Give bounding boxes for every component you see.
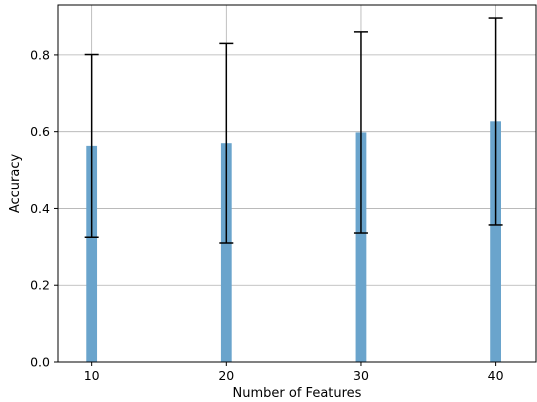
x-axis-label: Number of Features	[233, 386, 362, 401]
error-bars	[84, 17, 503, 244]
x-tick-label: 20	[218, 368, 234, 383]
grid-lines	[58, 5, 536, 363]
y-tick-label: 0.8	[30, 47, 50, 62]
x-tick-label: 10	[84, 368, 100, 383]
bar	[86, 145, 98, 362]
x-ticks: 10 20 30 40	[84, 362, 504, 383]
plot-frame	[57, 4, 537, 363]
bar	[220, 143, 232, 362]
y-tick-label: 0.6	[30, 124, 50, 139]
y-tick-label: 0.2	[30, 278, 50, 293]
bars	[86, 121, 501, 363]
x-tick-label: 40	[488, 368, 504, 383]
bar	[355, 132, 367, 362]
y-tick-label: 0.0	[30, 355, 50, 370]
y-ticks: 0.0 0.2 0.4 0.6 0.8	[30, 47, 58, 370]
bar	[490, 121, 501, 363]
y-tick-label: 0.4	[30, 201, 50, 216]
y-axis-label: Accuracy	[8, 154, 23, 214]
x-tick-label: 30	[353, 368, 369, 383]
